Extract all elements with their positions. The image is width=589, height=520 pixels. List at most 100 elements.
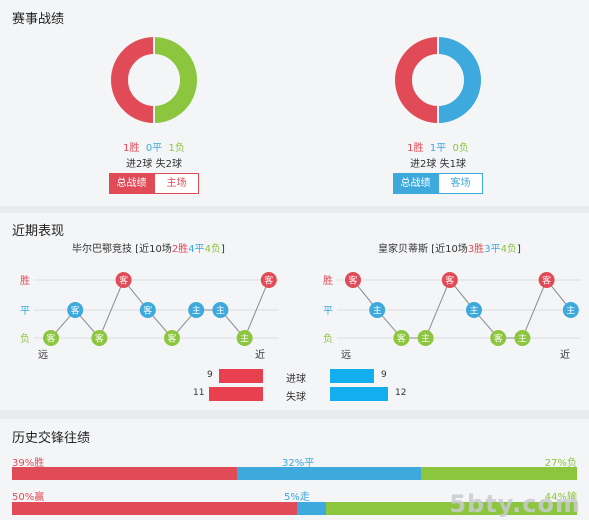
away-form-point-3 [417, 330, 434, 346]
away-form-point-6 [490, 330, 507, 346]
home-form-point-9 [260, 272, 277, 288]
away-form-point-5 [466, 302, 482, 318]
home-form-venue-1: 客 [71, 305, 80, 317]
away-form-chart: 胜平负客主客 主客主客 主客主远近 [323, 272, 581, 361]
history-section: 历史交锋往绩 39%胜 32%平 27%负 50%赢 5%走 44%输 5bty… [0, 419, 589, 520]
home-form-line [50, 279, 270, 339]
home-form-point-2 [91, 330, 108, 346]
home-form-venue-9: 客 [264, 275, 273, 287]
away-form-venue-9: 主 [566, 305, 575, 317]
home-goals-scored: 9 [207, 370, 213, 380]
home-goals-conceded: 11 [193, 388, 205, 398]
away-form-point-7 [514, 330, 531, 346]
handicap-win-label: 50%赢 [12, 492, 45, 503]
record-title: 赛事战绩 [12, 12, 65, 27]
away-team-name: 皇家贝蒂斯 [378, 244, 428, 255]
watermark: 5bty.com [449, 490, 581, 518]
away-win: 1胜 [407, 143, 424, 154]
handicap-push-label: 5%走 [284, 492, 310, 503]
home-team-name: 毕尔巴鄂竞技 [72, 244, 132, 255]
recent-section: 近期表现 毕尔巴鄂竞技 [近10场2胜4平4负] 皇家贝蒂斯 [近10场3胜3平… [0, 213, 589, 410]
home-form-point-8 [236, 330, 253, 346]
away-form-venue-7: 主 [518, 333, 527, 345]
history-loss-label: 27%负 [544, 458, 577, 469]
tab-away-total[interactable]: 总战绩 [393, 173, 438, 194]
home-tabs: 总战绩 主场 [109, 173, 199, 194]
history-draw-bar [236, 467, 422, 480]
away-form-venue-1: 主 [373, 305, 382, 317]
away-goals-scored: 9 [381, 370, 387, 380]
history-loss-bar [421, 467, 577, 480]
away-form-venue-8: 客 [542, 275, 551, 287]
tab-home-venue[interactable]: 主场 [154, 173, 199, 194]
home-form-venue-0: 客 [46, 333, 55, 345]
home-goals-conceded-bar [209, 387, 263, 401]
away-form-point-2 [393, 330, 410, 346]
home-form-point-0 [43, 330, 59, 346]
away-form-venue-5: 主 [469, 305, 478, 317]
home-donut-segment-0 [153, 37, 197, 123]
away-form-point-4 [441, 272, 458, 288]
home-form-point-1 [67, 302, 84, 318]
home-donut-segment-1 [111, 37, 155, 123]
away-form-venue-3: 主 [421, 333, 430, 345]
away-form-line [352, 279, 572, 339]
home-win: 1胜 [123, 143, 140, 154]
away-goals-conceded: 12 [395, 388, 407, 398]
away-record-donut [395, 37, 481, 123]
home-form-venue-2: 客 [95, 333, 104, 345]
away-recent-header: 皇家贝蒂斯 [近10场3胜3平4负] [378, 244, 521, 255]
home-loss: 1负 [168, 143, 185, 154]
away-form-point-1 [369, 302, 386, 318]
home-goals: 进2球 失2球 [126, 159, 182, 170]
home-form-point-7 [212, 302, 229, 318]
home-form-venue-7: 主 [216, 305, 225, 317]
away-form-near-label: 近 [560, 348, 570, 361]
home-form-chart: 胜平负 客客客客客客主 主主客远近 [20, 272, 279, 361]
home-form-point-3 [115, 272, 132, 288]
home-form-near-label: 近 [255, 348, 265, 361]
away-donut-segment-0 [437, 37, 481, 123]
away-form-venue-6: 客 [494, 333, 503, 345]
tab-home-total[interactable]: 总战绩 [109, 173, 154, 194]
home-form-axis-w: 胜 [20, 275, 30, 287]
away-form-point-0 [345, 272, 361, 288]
away-form-point-9 [562, 302, 579, 318]
tab-away-venue[interactable]: 客场 [438, 173, 483, 194]
away-form-venue-4: 客 [445, 275, 454, 287]
history-title: 历史交锋往绩 [12, 431, 91, 446]
away-form-axis-w: 胜 [323, 275, 333, 287]
home-draw: 0平 [145, 143, 163, 154]
away-goals-conceded-bar [330, 387, 388, 401]
handicap-loss-bar [325, 502, 577, 515]
away-goals-scored-bar [330, 369, 374, 383]
home-form-point-6 [188, 302, 205, 318]
home-form-venue-6: 主 [192, 305, 201, 317]
home-form-point-4 [139, 302, 156, 318]
away-form-point-8 [538, 272, 555, 288]
home-form-venue-8: 主 [240, 333, 249, 345]
home-form-venue-5: 客 [167, 333, 176, 345]
home-form-point-5 [164, 330, 180, 346]
history-win-label: 39%胜 [12, 458, 45, 469]
goals-conceded-label: 失球 [286, 392, 306, 403]
away-form-venue-2: 客 [397, 333, 406, 345]
away-draw: 1平 [429, 143, 447, 154]
history-draw-label: 32%平 [282, 458, 315, 469]
away-donut-segment-1 [395, 37, 439, 123]
home-recent-header: 毕尔巴鄂竞技 [近10场2胜4平4负] [72, 244, 225, 255]
home-form-axis-l: 负 [20, 332, 30, 345]
home-form-axis-d: 平 [20, 306, 30, 317]
handicap-push-bar [297, 502, 326, 515]
record-section: 赛事战绩 1胜 0平 1负 进2球 失2球 总战绩 主场 1胜 1平 0负 进2… [0, 0, 589, 206]
home-record-donut [111, 37, 197, 123]
away-wdl: 1胜 1平 0负 [378, 139, 498, 154]
handicap-loss-label: 44%输 [544, 492, 577, 503]
home-form-far-label: 远 [38, 349, 48, 361]
home-wdl: 1胜 0平 1负 [94, 139, 214, 154]
away-form-axis-l: 负 [323, 332, 333, 345]
away-form-axis-d: 平 [323, 306, 333, 317]
away-form-venue-0: 客 [348, 275, 357, 287]
recent-title: 近期表现 [12, 224, 65, 239]
away-form-far-label: 远 [341, 349, 351, 361]
